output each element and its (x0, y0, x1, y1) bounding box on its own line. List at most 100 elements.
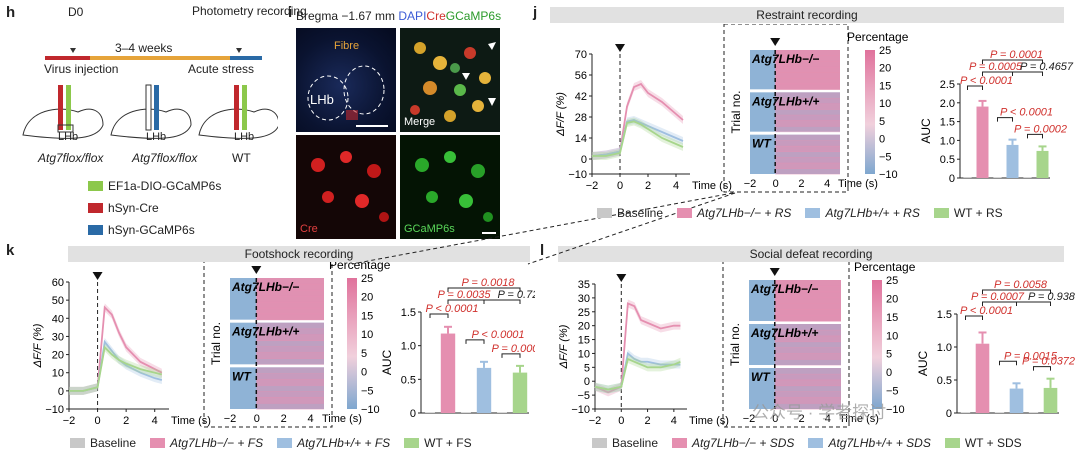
lhb-label-3: LHb (234, 131, 255, 143)
heatmap-group-label: Atg7LHb+/+ (751, 94, 819, 108)
heatmap-scale-tick: 0 (879, 134, 885, 146)
y-tick-label: 30 (52, 331, 64, 343)
legend-ef1a: EF1a-DIO-GCaMP6s (88, 179, 221, 193)
bar-y-tick-label: 0 (410, 408, 416, 420)
stat-label: P = 0.9389 (1028, 291, 1075, 303)
legend-hsyn-gcamp: hSyn-GCaMP6s (88, 223, 195, 237)
heatmap-row (256, 379, 324, 386)
stat-label: P = 0.0058 (994, 279, 1048, 291)
panel-label-i: i (288, 4, 293, 21)
heatmap-x-axis-title: Time (s) (322, 413, 362, 425)
heatmap-scale-tick: 15 (886, 312, 898, 324)
y-tick-label: 5 (584, 362, 590, 374)
heatmap-row (774, 324, 841, 331)
heatmap-row (256, 322, 324, 330)
x-tick-label: 2 (645, 180, 651, 192)
series-sem-band (595, 349, 681, 394)
stat-bracket (982, 59, 1043, 64)
heatmap-scale-tick: 15 (361, 310, 373, 322)
micrograph-caption: Bregma −1.67 mm DAPICreGCaMP6s (296, 9, 502, 23)
heatmap-group-label: Atg7LHb+/+ (231, 325, 299, 339)
stat-label: P < 0.0001 (425, 303, 478, 315)
x-axis-title: Time (s) (689, 415, 729, 427)
bar-y-axis-title: AUC (919, 118, 933, 144)
legend-k-baseline: Baseline (70, 436, 136, 450)
series-line (594, 357, 681, 391)
bar-y-tick-label: 2.0 (940, 98, 955, 110)
heatmap-row (774, 291, 841, 299)
heatmap-row (775, 78, 840, 85)
heatmap-row (774, 329, 841, 337)
heatmap-row (256, 397, 324, 404)
heatmap-scale-tick: 0 (886, 367, 892, 379)
virus-injection-label: Virus injection (44, 62, 119, 76)
heatmap-x-tick-label: 4 (825, 413, 831, 425)
micrograph-overview: Fibre LHb (296, 28, 396, 132)
series-sem-band (69, 337, 162, 395)
y-tick-label: 14 (575, 133, 587, 145)
heatmap-row (775, 66, 840, 73)
stat-bracket (997, 117, 1013, 122)
stat-bracket (465, 339, 485, 344)
heatmap-row (775, 151, 840, 158)
stat-label: P = 0.4657 (1020, 61, 1074, 73)
panel-label-k: k (6, 242, 15, 259)
y-tick-label: 50 (52, 295, 64, 307)
bar-y-tick-label: 1.5 (401, 307, 416, 319)
heatmap-y-axis-title: Trial no. (729, 91, 743, 134)
heatmap-group-label: Atg7LHb+/+ (750, 326, 818, 340)
stat-label: P = 0.0035 (437, 289, 491, 301)
bar-y-tick-label: 1.5 (937, 309, 952, 321)
bar (1009, 388, 1024, 413)
bar-y-tick-label: 0 (949, 173, 955, 185)
heatmap-scale-tick: 10 (361, 329, 373, 341)
x-tick-label: −2 (63, 415, 76, 427)
heatmap-row (775, 134, 840, 141)
stat-bracket (967, 85, 983, 90)
heatmap-row (775, 92, 840, 99)
heatmap-row (256, 278, 324, 285)
x-tick-label: 4 (152, 415, 158, 427)
legend-j-baseline: Baseline (597, 206, 663, 220)
y-tick-label: 42 (575, 91, 587, 103)
heatmap-x-axis-title: Time (s) (839, 413, 879, 425)
bar-y-axis-title: AUC (380, 350, 394, 376)
timeline-photometry-label: Photometry recording (192, 4, 307, 18)
heatmap-row (775, 140, 840, 147)
panel-label-h: h (6, 4, 16, 21)
heatmap-row (775, 103, 840, 110)
heatmap-row (774, 391, 841, 398)
legend-l-ko: Atg7LHb−/− + SDS (672, 436, 794, 450)
x-axis-title: Time (s) (171, 415, 211, 427)
heatmap-x-tick-label: 4 (824, 178, 830, 190)
legend-k-wt-flox: Atg7LHb+/+ + FS (277, 436, 390, 450)
heatmap-row (256, 385, 324, 392)
heatmap-row (774, 315, 841, 322)
stimulus-marker (615, 44, 625, 52)
heatmap-scale-tick: 10 (879, 98, 891, 110)
stimulus-marker (92, 272, 103, 280)
stat-label: P = 0.0015 (1004, 350, 1058, 362)
heatmap-stimulus-marker (251, 266, 262, 274)
legend-l-wt-flox: Atg7LHb+/+ + SDS (808, 436, 931, 450)
stat-label: P = 0.0372 (1022, 356, 1075, 368)
x-tick-label: 2 (645, 415, 651, 427)
heatmap-y-axis-title: Trial no. (728, 323, 742, 366)
stat-label: P = 0.0001 (491, 343, 535, 355)
heatmap-scale-tick: 20 (879, 63, 891, 75)
heatmap-row (256, 295, 324, 303)
heatmap-scale-tick: −5 (886, 386, 899, 398)
heatmap-color-scale (872, 280, 882, 409)
heatmap-x-tick-label: 2 (281, 413, 287, 425)
heatmap-row (256, 307, 324, 315)
heatmap-row (256, 301, 324, 309)
heatmap-scale-tick: 20 (361, 292, 373, 304)
heatmap-x-tick-label: −2 (743, 413, 756, 425)
mouse-genotype-2: Atg7flox/flox (132, 151, 198, 165)
stat-label: P < 0.0001 (960, 305, 1013, 317)
bar (976, 106, 989, 178)
timeline-d0-label: D0 (68, 5, 84, 19)
heatmap-row (256, 358, 324, 365)
bar (425, 412, 435, 413)
